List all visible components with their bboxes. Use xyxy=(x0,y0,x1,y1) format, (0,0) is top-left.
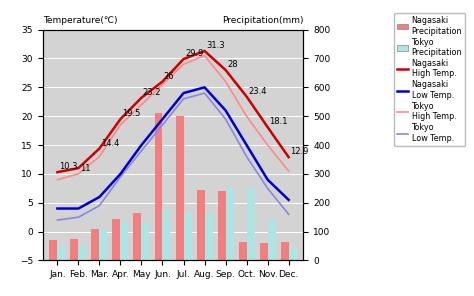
Text: 19.5: 19.5 xyxy=(122,109,140,118)
Bar xyxy=(226,188,234,260)
Bar xyxy=(218,191,226,260)
Bar xyxy=(268,219,275,260)
Text: 23.2: 23.2 xyxy=(143,88,161,97)
Text: 11: 11 xyxy=(80,164,90,173)
Bar xyxy=(71,239,78,260)
Text: Temperature(℃): Temperature(℃) xyxy=(43,16,117,25)
Bar xyxy=(112,219,120,260)
Legend: Nagasaki
Precipitation, Tokyo
Precipitation, Nagasaki
High Temp., Nagasaki
Low T: Nagasaki Precipitation, Tokyo Precipitat… xyxy=(394,13,465,146)
Bar xyxy=(175,116,183,260)
Bar xyxy=(141,223,149,260)
Bar xyxy=(100,229,108,260)
Bar xyxy=(197,190,205,260)
Text: 18.1: 18.1 xyxy=(269,118,288,126)
Text: 31.3: 31.3 xyxy=(206,41,225,50)
Bar xyxy=(289,247,297,260)
Bar xyxy=(134,213,141,260)
Text: Precipitation(mm): Precipitation(mm) xyxy=(222,16,303,25)
Bar xyxy=(281,242,289,260)
Bar xyxy=(205,213,212,260)
Text: 29.9: 29.9 xyxy=(185,49,203,58)
Bar xyxy=(57,244,65,260)
Bar xyxy=(183,213,191,260)
Text: 14.4: 14.4 xyxy=(101,139,119,148)
Bar xyxy=(163,210,171,260)
Bar xyxy=(260,243,268,260)
Bar xyxy=(238,242,246,260)
Text: 10.3: 10.3 xyxy=(59,163,77,171)
Text: 26: 26 xyxy=(164,72,174,81)
Bar xyxy=(91,229,100,260)
Bar xyxy=(246,188,255,260)
Text: 28: 28 xyxy=(227,60,237,69)
Bar xyxy=(49,240,57,260)
Bar xyxy=(78,244,86,260)
Text: 12.9: 12.9 xyxy=(290,147,309,156)
Bar xyxy=(120,223,128,260)
Text: 23.4: 23.4 xyxy=(248,87,266,96)
Bar xyxy=(155,113,163,260)
